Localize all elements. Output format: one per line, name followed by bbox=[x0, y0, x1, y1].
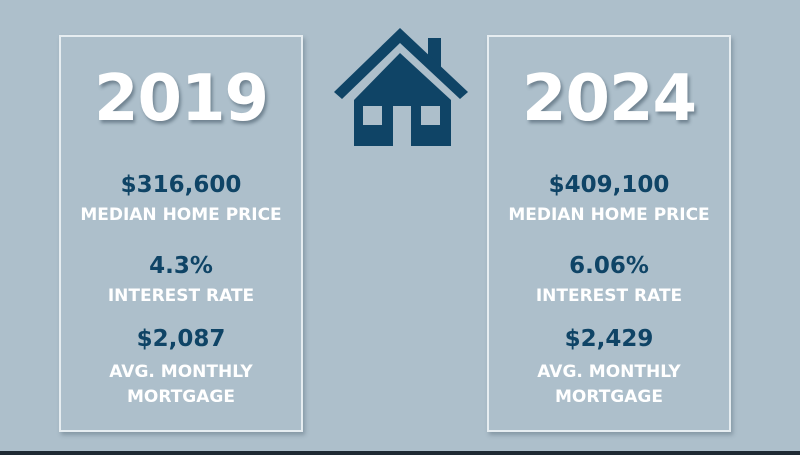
interest-rate-value: 4.3% bbox=[149, 253, 213, 279]
panel-2024: 2024 $409,100 MEDIAN HOME PRICE 6.06% IN… bbox=[487, 35, 731, 432]
year-heading: 2024 bbox=[521, 62, 697, 136]
median-price-label: MEDIAN HOME PRICE bbox=[508, 205, 710, 225]
interest-rate-value: 6.06% bbox=[569, 253, 649, 279]
monthly-mortgage-value: $2,429 bbox=[564, 326, 654, 352]
year-heading: 2019 bbox=[93, 62, 269, 136]
monthly-mortgage-label-2: MORTGAGE bbox=[555, 387, 663, 407]
interest-rate-label: INTEREST RATE bbox=[107, 286, 255, 306]
house-icon bbox=[334, 28, 468, 146]
interest-rate-label: INTEREST RATE bbox=[535, 286, 683, 306]
panel-2019: 2019 $316,600 MEDIAN HOME PRICE 4.3% INT… bbox=[59, 35, 303, 432]
monthly-mortgage-label-1: AVG. MONTHLY bbox=[537, 362, 681, 382]
median-price-value: $409,100 bbox=[548, 172, 670, 198]
monthly-mortgage-label-1: AVG. MONTHLY bbox=[109, 362, 253, 382]
median-price-label: MEDIAN HOME PRICE bbox=[80, 205, 282, 225]
median-price-value: $316,600 bbox=[120, 172, 242, 198]
monthly-mortgage-label-2: MORTGAGE bbox=[127, 387, 235, 407]
bottom-border bbox=[0, 451, 800, 455]
monthly-mortgage-value: $2,087 bbox=[136, 326, 226, 352]
